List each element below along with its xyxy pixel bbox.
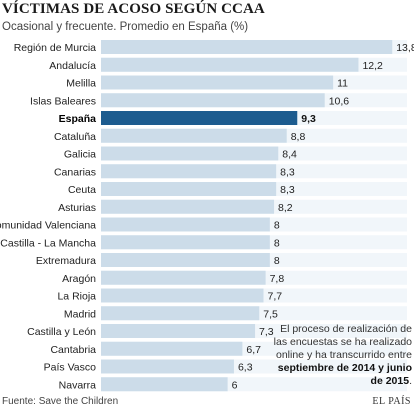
value-label: 10,6	[329, 95, 350, 107]
bar	[101, 40, 393, 54]
category-label: País Vasco	[44, 362, 96, 374]
value-label: 8,3	[280, 184, 295, 196]
chart-title: VÍCTIMAS DE ACOSO SEGÚN CCAA	[2, 1, 265, 17]
value-label: 13,8	[396, 42, 414, 54]
category-label: Asturias	[58, 202, 96, 214]
category-label: Canarias	[54, 166, 96, 178]
note-end: .	[409, 375, 412, 387]
bar	[101, 270, 266, 285]
category-label: Extremadura	[36, 255, 96, 267]
category-label: Galicia	[64, 149, 96, 161]
bar	[101, 146, 279, 161]
category-label: Ceuta	[68, 184, 96, 196]
chart-subtitle: Ocasional y frecuente. Promedio en Españ…	[2, 21, 249, 33]
value-label: 7,5	[263, 308, 278, 320]
category-label: Comunidad Valenciana	[0, 220, 96, 232]
value-label: 7,7	[267, 291, 282, 303]
bar	[101, 253, 270, 267]
value-label: 7,8	[270, 273, 285, 285]
category-label: La Rioja	[57, 291, 96, 303]
bar	[101, 359, 234, 374]
category-label: Castilla y León	[27, 326, 96, 338]
category-label: Cantabria	[50, 344, 96, 356]
value-label: 8,3	[280, 166, 295, 178]
value-label: 11	[337, 78, 348, 90]
bar	[101, 57, 359, 72]
note-period: septiembre de 2014 y junio de 2015	[277, 362, 412, 387]
bar	[101, 288, 264, 303]
value-label: 6,7	[246, 344, 261, 356]
bar	[101, 341, 243, 356]
bar-highlight	[101, 111, 298, 125]
note-text: El proceso de realización de las encuest…	[273, 323, 412, 361]
bar	[101, 377, 228, 392]
bar	[101, 182, 277, 196]
bar	[101, 217, 270, 232]
value-label: 8,2	[278, 202, 293, 214]
bar	[101, 324, 256, 338]
bar	[101, 75, 334, 90]
category-label: Islas Baleares	[30, 95, 96, 107]
category-label: España	[59, 113, 97, 125]
category-label: Madrid	[64, 308, 96, 320]
value-label: 8	[274, 220, 280, 232]
category-label: Región de Murcia	[14, 42, 96, 54]
value-label: 9,3	[301, 113, 316, 125]
value-label: 6,3	[238, 362, 253, 374]
bar	[101, 128, 287, 143]
value-label: 6	[232, 379, 238, 391]
bar	[101, 235, 270, 250]
value-label: 12,2	[362, 60, 383, 72]
category-label: Aragón	[62, 273, 96, 285]
source-note: Fuente: Save the Children	[2, 396, 119, 407]
category-label: Melilla	[66, 78, 96, 90]
value-label: 8,4	[282, 149, 297, 161]
category-label: Andalucía	[49, 60, 96, 72]
bar	[101, 199, 275, 214]
value-label: 7,3	[259, 326, 274, 338]
category-label: Cataluña	[54, 131, 96, 143]
bar	[101, 306, 260, 321]
methodology-note: El proceso de realización de las encuest…	[268, 323, 412, 388]
category-label: Navarra	[59, 379, 97, 391]
value-label: 8	[274, 255, 280, 267]
bar	[101, 164, 277, 179]
publisher-brand: EL PAÍS	[372, 396, 411, 407]
value-label: 8	[274, 237, 280, 249]
value-label: 8,8	[291, 131, 306, 143]
bar	[101, 93, 325, 108]
category-label: Castilla - La Mancha	[0, 237, 96, 249]
